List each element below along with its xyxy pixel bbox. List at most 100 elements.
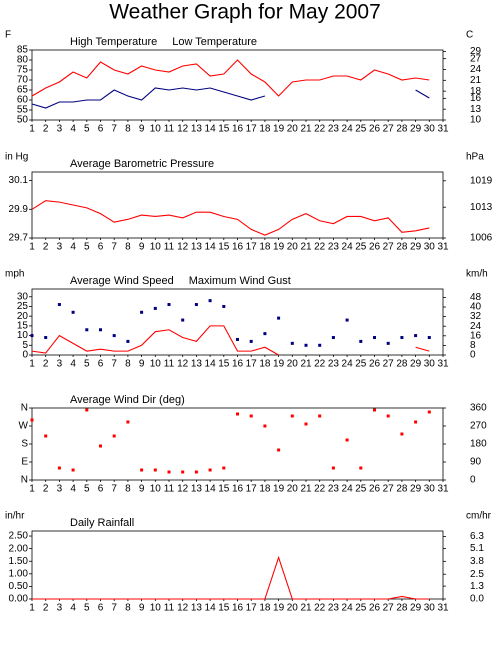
x-tick-label: 25 xyxy=(355,603,367,614)
y-tick-label: 75 xyxy=(17,65,29,76)
x-tick-label: 29 xyxy=(410,603,422,614)
x-tick-label: 7 xyxy=(111,484,117,495)
x-tick-label: 10 xyxy=(150,603,162,614)
point xyxy=(304,422,308,426)
point xyxy=(85,328,89,332)
point xyxy=(400,336,404,340)
point xyxy=(57,303,61,307)
y2-tick-label: 1019 xyxy=(470,175,493,186)
point xyxy=(30,334,34,338)
point xyxy=(208,299,212,303)
point xyxy=(57,466,61,470)
x-tick-label: 16 xyxy=(232,359,244,370)
x-tick-label: 12 xyxy=(177,124,189,135)
x-tick-label: 29 xyxy=(410,242,422,253)
x-tick-label: 11 xyxy=(164,603,175,614)
x-tick-label: 9 xyxy=(139,124,145,135)
x-tick-label: 3 xyxy=(57,242,63,253)
y2-tick-label: 0 xyxy=(470,350,476,361)
y2-axis-label: cm/hr xyxy=(466,511,492,522)
point xyxy=(277,316,281,320)
x-tick-label: 29 xyxy=(410,359,422,370)
y2-tick-label: 6.3 xyxy=(470,531,484,542)
x-tick-label: 14 xyxy=(205,603,217,614)
x-tick-label: 7 xyxy=(111,603,117,614)
point xyxy=(345,438,349,442)
x-tick-label: 25 xyxy=(355,484,367,495)
y-tick-label: 80 xyxy=(17,55,29,66)
x-tick-label: 3 xyxy=(57,603,63,614)
line xyxy=(31,200,430,236)
y2-tick-label: 48 xyxy=(470,292,482,303)
point xyxy=(140,310,144,314)
x-tick-label: 23 xyxy=(328,359,340,370)
y2-tick-label: 1013 xyxy=(470,202,493,213)
point xyxy=(277,448,281,452)
x-tick-label: 14 xyxy=(205,124,217,135)
y-tick-label: 25 xyxy=(17,301,29,312)
x-tick-label: 17 xyxy=(246,242,258,253)
x-tick-label: 11 xyxy=(164,124,175,135)
x-tick-label: 8 xyxy=(125,124,131,135)
x-tick-label: 3 xyxy=(57,484,63,495)
point xyxy=(359,339,363,343)
y2-tick-label: 13 xyxy=(470,104,482,115)
x-tick-label: 11 xyxy=(164,484,175,495)
y2-tick-label: 2.5 xyxy=(470,569,484,580)
y-tick-label: 1.00 xyxy=(9,568,29,579)
x-tick-label: 15 xyxy=(218,603,230,614)
x-tick-label: 14 xyxy=(205,359,217,370)
x-tick-label: 18 xyxy=(259,242,271,253)
y2-tick-label: 27 xyxy=(470,53,482,64)
x-tick-label: 10 xyxy=(150,124,162,135)
point xyxy=(44,434,48,438)
x-tick-label: 8 xyxy=(125,242,131,253)
x-tick-label: 9 xyxy=(139,242,145,253)
x-tick-label: 2 xyxy=(43,124,49,135)
x-tick-label: 2 xyxy=(43,484,49,495)
y-tick-label: S xyxy=(21,439,28,450)
x-tick-label: 7 xyxy=(111,359,117,370)
x-tick-label: 21 xyxy=(300,242,312,253)
x-tick-label: 4 xyxy=(70,124,76,135)
point xyxy=(85,408,89,412)
line xyxy=(31,59,430,97)
x-tick-label: 17 xyxy=(246,359,258,370)
x-tick-label: 15 xyxy=(218,124,230,135)
point xyxy=(181,318,185,322)
x-tick-label: 5 xyxy=(84,242,90,253)
y-tick-label: 30 xyxy=(17,291,29,302)
point xyxy=(345,318,349,322)
line xyxy=(415,346,430,352)
point xyxy=(167,470,171,474)
x-tick-label: 8 xyxy=(125,484,131,495)
y-axis-label: mph xyxy=(5,269,24,280)
x-tick-label: 1 xyxy=(29,242,35,253)
y-tick-label: 2.50 xyxy=(9,531,29,542)
x-tick-label: 18 xyxy=(259,359,271,370)
point xyxy=(304,343,308,347)
point xyxy=(140,468,144,472)
x-tick-label: 8 xyxy=(125,359,131,370)
point xyxy=(290,414,294,418)
y2-axis-label: km/h xyxy=(466,269,488,280)
x-tick-label: 13 xyxy=(191,484,203,495)
y2-tick-label: 5.1 xyxy=(470,543,484,554)
x-tick-label: 3 xyxy=(57,359,63,370)
x-tick-label: 6 xyxy=(98,603,104,614)
x-tick-label: 31 xyxy=(437,603,449,614)
x-tick-label: 28 xyxy=(396,242,408,253)
x-tick-label: 27 xyxy=(383,242,395,253)
x-tick-label: 12 xyxy=(177,484,189,495)
y2-tick-label: 32 xyxy=(470,311,482,322)
legend-entry: Average Wind Speed xyxy=(70,275,174,287)
x-tick-label: 31 xyxy=(437,242,449,253)
point xyxy=(400,432,404,436)
y-axis-label: in/hr xyxy=(5,511,25,522)
point xyxy=(181,470,185,474)
line xyxy=(32,555,430,600)
x-tick-label: 11 xyxy=(164,359,175,370)
x-tick-label: 23 xyxy=(328,484,340,495)
x-tick-label: 4 xyxy=(70,359,76,370)
x-tick-label: 27 xyxy=(383,359,395,370)
